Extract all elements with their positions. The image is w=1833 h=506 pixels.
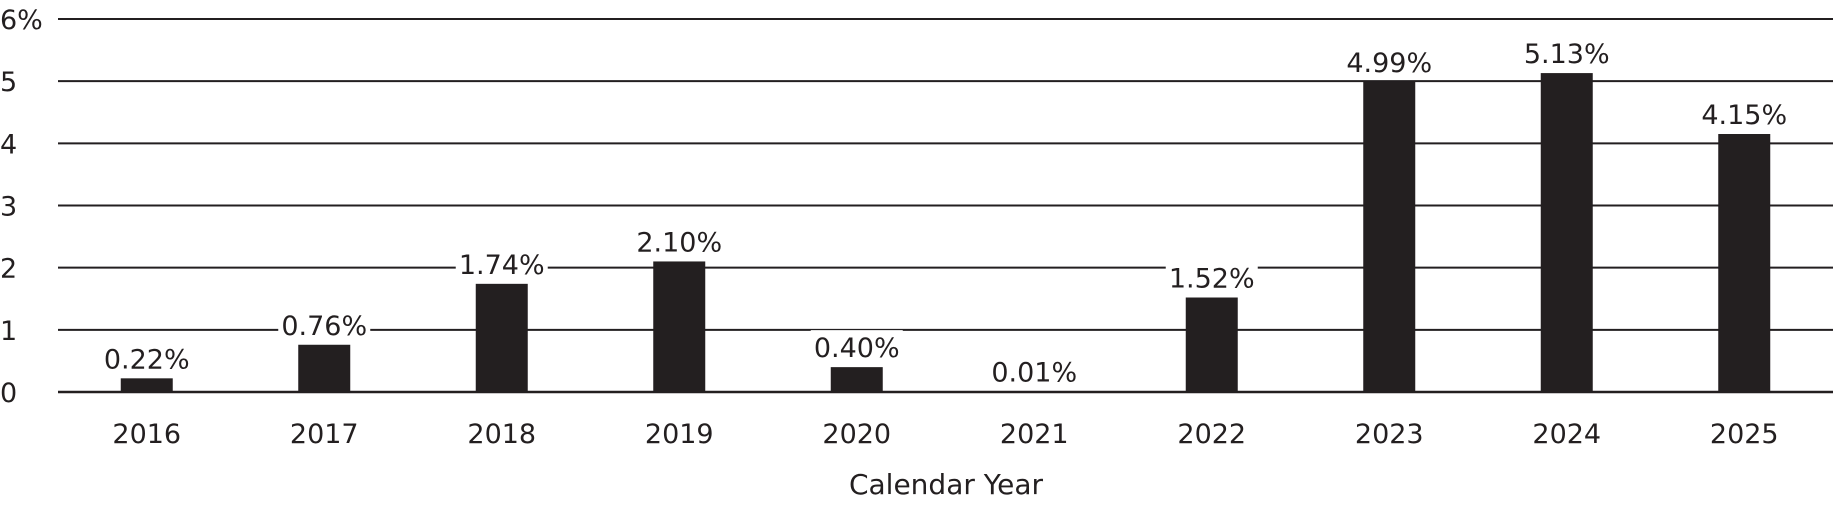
data-label-background bbox=[810, 330, 903, 364]
data-label-background bbox=[1165, 260, 1258, 294]
data-label-background bbox=[988, 354, 1081, 388]
y-tick-label: 5 bbox=[0, 67, 17, 98]
data-label-background bbox=[1698, 97, 1791, 131]
y-tick-label: 0 bbox=[0, 378, 17, 409]
bar-2018 bbox=[475, 283, 528, 392]
x-tick-label: 2018 bbox=[467, 419, 536, 450]
data-label-background bbox=[455, 246, 548, 280]
data-label: 0.76% bbox=[281, 311, 367, 342]
data-label-background bbox=[1520, 36, 1613, 70]
data-label: 0.40% bbox=[814, 333, 900, 364]
x-tick-label: 2023 bbox=[1355, 419, 1424, 450]
bar-2025 bbox=[1718, 134, 1771, 392]
data-label-background bbox=[633, 224, 726, 258]
x-tick-label: 2020 bbox=[822, 419, 891, 450]
data-label: 1.52% bbox=[1169, 264, 1255, 295]
data-label: 5.13% bbox=[1524, 39, 1610, 70]
x-tick-label: 2021 bbox=[1000, 419, 1069, 450]
y-tick-label: 2 bbox=[0, 254, 17, 285]
data-label: 4.99% bbox=[1346, 48, 1432, 79]
data-label-background bbox=[1343, 44, 1436, 78]
bar-2020 bbox=[830, 367, 883, 392]
data-label: 0.22% bbox=[104, 344, 190, 375]
bar-2022 bbox=[1185, 297, 1238, 392]
y-tick-label: 4 bbox=[0, 129, 17, 160]
x-axis-ticks: 2016 2017 2018 2019 2020 2021 2022 2023 2024 2025 bbox=[112, 419, 1778, 450]
x-tick-label: 2016 bbox=[112, 419, 181, 450]
y-tick-label: 3 bbox=[0, 192, 17, 223]
bar-2016 bbox=[120, 378, 173, 392]
y-tick-label: 1 bbox=[0, 316, 17, 347]
data-label-background bbox=[100, 341, 193, 375]
bars bbox=[120, 73, 1771, 393]
bar-2021 bbox=[1008, 391, 1061, 392]
x-axis-label: Calendar Year bbox=[849, 468, 1044, 501]
data-label: 4.15% bbox=[1701, 100, 1787, 131]
x-tick-label: 2025 bbox=[1710, 419, 1779, 450]
bar-2019 bbox=[653, 261, 706, 392]
data-label: 0.01% bbox=[991, 357, 1077, 388]
x-tick-label: 2019 bbox=[645, 419, 714, 450]
data-label-background bbox=[278, 307, 371, 341]
data-labels: 0.22% 0.76% 1.74% 2.10% 0.40% 0.01% 1.52% 4.99%… bbox=[100, 36, 1791, 388]
bar-2024 bbox=[1540, 73, 1593, 393]
y-axis-ticks: 0 1 2 3 4 5 6% bbox=[0, 5, 43, 409]
x-tick-label: 2022 bbox=[1177, 419, 1246, 450]
y-tick-label: 6% bbox=[0, 5, 43, 36]
x-tick-label: 2017 bbox=[290, 419, 359, 450]
data-label: 1.74% bbox=[459, 250, 545, 281]
bar-2017 bbox=[298, 344, 351, 392]
x-tick-label: 2024 bbox=[1532, 419, 1601, 450]
bar-2023 bbox=[1363, 81, 1416, 392]
data-label: 2.10% bbox=[636, 227, 722, 258]
